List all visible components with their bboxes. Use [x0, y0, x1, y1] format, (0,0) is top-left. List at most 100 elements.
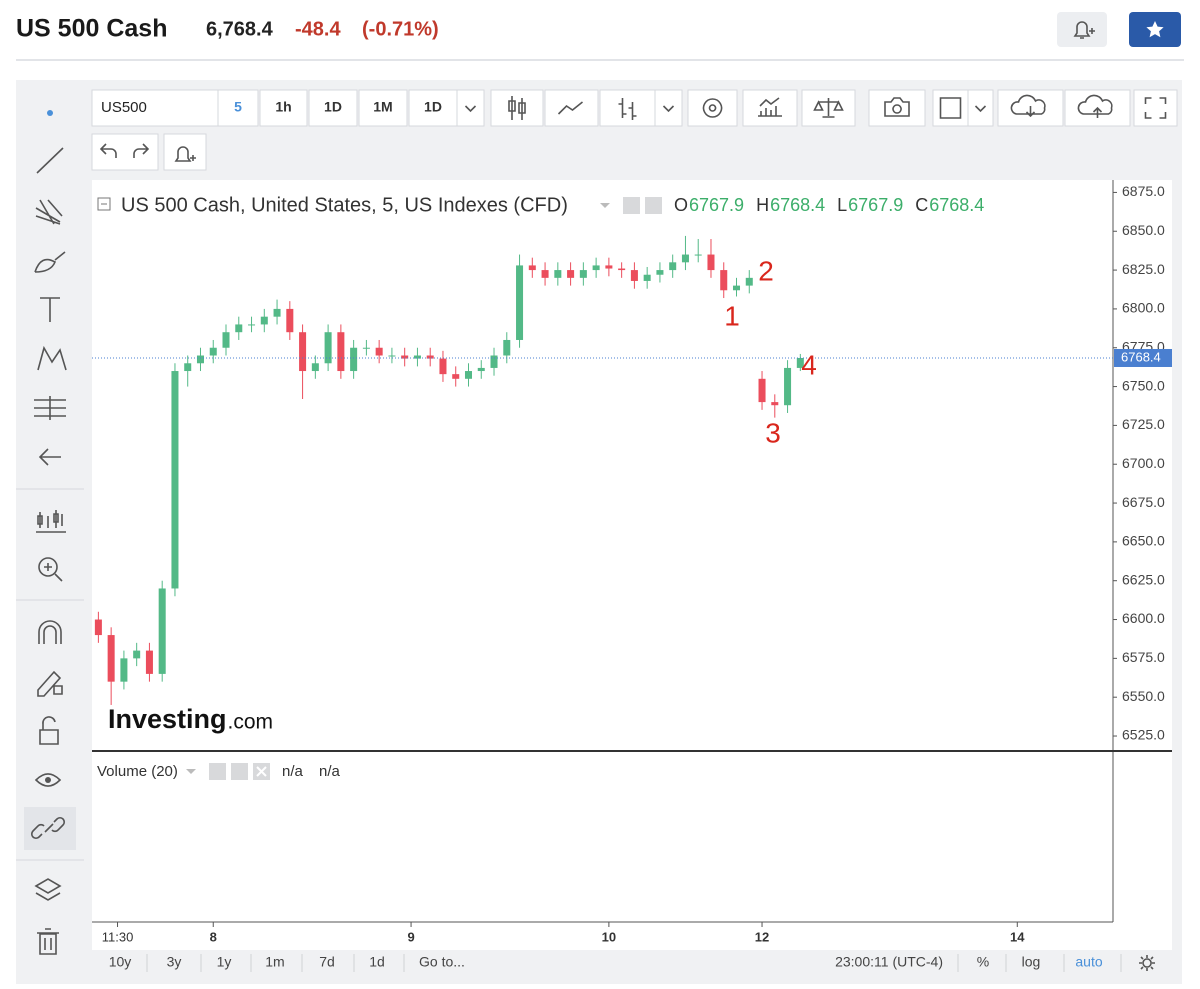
undo-icon[interactable]: [99, 143, 117, 158]
candle-body: [681, 254, 689, 263]
color-button-icon: [939, 97, 962, 119]
pattern-tool[interactable]: [37, 345, 67, 371]
top-toolbar: US500 5 1h 1D 1M 1D: [91, 89, 1178, 171]
option-button[interactable]: %: [977, 954, 989, 970]
range-button[interactable]: 1d: [369, 954, 385, 970]
price-pane: [92, 180, 1113, 750]
settings-button[interactable]: [231, 763, 248, 780]
bars-button[interactable]: [599, 89, 656, 127]
candle-body: [528, 265, 536, 271]
option-button[interactable]: log: [1022, 954, 1041, 970]
brush-tool[interactable]: [34, 251, 66, 273]
candle-body: [643, 274, 651, 281]
bell-icon: [1073, 21, 1091, 39]
alert-button[interactable]: [1057, 12, 1107, 47]
candle-body: [196, 355, 204, 364]
candles-button[interactable]: [490, 89, 544, 127]
range-button[interactable]: 1m: [265, 954, 284, 970]
indicators-button-icon: [758, 97, 782, 117]
y-tick-label: 6675.0: [1122, 494, 1165, 510]
x-tick-label: 14: [1010, 929, 1025, 944]
cursor-tool[interactable]: [47, 110, 53, 116]
y-tick-label: 6875.0: [1122, 183, 1165, 199]
candle-body: [592, 265, 600, 271]
interval-button[interactable]: [217, 89, 259, 127]
visibility-tool[interactable]: [34, 773, 62, 787]
option-button[interactable]: auto: [1075, 954, 1102, 970]
line-chart-button[interactable]: [544, 89, 599, 127]
delete-tool[interactable]: [37, 928, 59, 955]
volume-pane: [92, 752, 1113, 922]
link-tool-active[interactable]: [24, 807, 76, 850]
layers-tool[interactable]: [34, 878, 62, 901]
dropdown-caret[interactable]: [600, 203, 610, 208]
zoom-glyph: [44, 563, 63, 582]
symbol-text: US500: [101, 99, 147, 116]
range-button[interactable]: 1y: [217, 954, 232, 970]
last-price: 6,768.4: [206, 18, 274, 40]
interval-button[interactable]: [358, 89, 408, 127]
color-button[interactable]: [932, 89, 969, 127]
redo-icon[interactable]: [133, 143, 150, 158]
lock-drawing-tool[interactable]: [37, 670, 63, 697]
y-tick-label: 6725.0: [1122, 416, 1165, 432]
candle-body: [796, 357, 804, 368]
visibility-button[interactable]: [623, 197, 640, 214]
text-tool[interactable]: [40, 297, 60, 322]
ohlc-value: 6768.4: [770, 195, 825, 215]
interval-label: 5: [234, 99, 242, 115]
ohlc-key: C: [915, 195, 928, 215]
settings-button[interactable]: [645, 197, 662, 214]
x-tick-label: 8: [210, 929, 217, 944]
candle-body: [209, 347, 217, 356]
magnet-tool[interactable]: [38, 620, 62, 644]
range-button[interactable]: 7d: [319, 954, 335, 970]
line-tool[interactable]: [36, 147, 64, 174]
candle-body: [516, 265, 524, 340]
indicators-tool[interactable]: [36, 510, 66, 533]
dropdown-caret[interactable]: [186, 769, 196, 774]
range-button[interactable]: 3y: [167, 954, 182, 970]
interval-button[interactable]: [408, 89, 458, 127]
settings-icon[interactable]: [1139, 955, 1155, 971]
price-change-pct: (-0.71%): [362, 18, 439, 40]
y-tick-label: 6525.0: [1122, 727, 1165, 743]
ohlc-key: O: [674, 195, 688, 215]
price-axis: [1113, 180, 1172, 922]
plus-icon: [1089, 28, 1095, 34]
candle-body: [120, 658, 128, 682]
dropdown[interactable]: [654, 89, 683, 127]
range-button[interactable]: 10y: [109, 954, 132, 970]
fib-tool[interactable]: [35, 199, 63, 225]
settings-button[interactable]: [687, 89, 738, 127]
unlock-tool[interactable]: [39, 716, 59, 745]
candle-body: [107, 635, 115, 682]
alert-button[interactable]: [163, 133, 207, 171]
fullscreen-button[interactable]: [1133, 89, 1178, 127]
dropdown[interactable]: [967, 89, 994, 127]
remove-glyph: [256, 766, 267, 777]
price-change: -48.4: [295, 18, 341, 40]
candle-body: [758, 378, 766, 403]
zoom-tool[interactable]: [38, 557, 58, 577]
candle-body: [286, 308, 294, 333]
dropdown[interactable]: [456, 89, 485, 127]
back-arrow[interactable]: [38, 448, 61, 466]
screenshot-button-icon: [884, 97, 910, 117]
interval-button[interactable]: [308, 89, 358, 127]
indicators-button[interactable]: [742, 89, 798, 127]
annotation: 1: [724, 300, 740, 331]
screenshot-button[interactable]: [868, 89, 926, 127]
candle-body: [426, 355, 434, 359]
candle-body: [350, 347, 358, 372]
goto-button[interactable]: Go to...: [419, 954, 465, 970]
candle-body: [579, 270, 587, 278]
dropdown-icon: [464, 105, 477, 113]
interval-button[interactable]: [259, 89, 308, 127]
candle-body: [694, 254, 702, 256]
x-tick-label: 12: [755, 929, 769, 944]
visibility-button[interactable]: [209, 763, 226, 780]
annotation: 2: [758, 255, 774, 286]
measure-tool[interactable]: [34, 396, 66, 420]
